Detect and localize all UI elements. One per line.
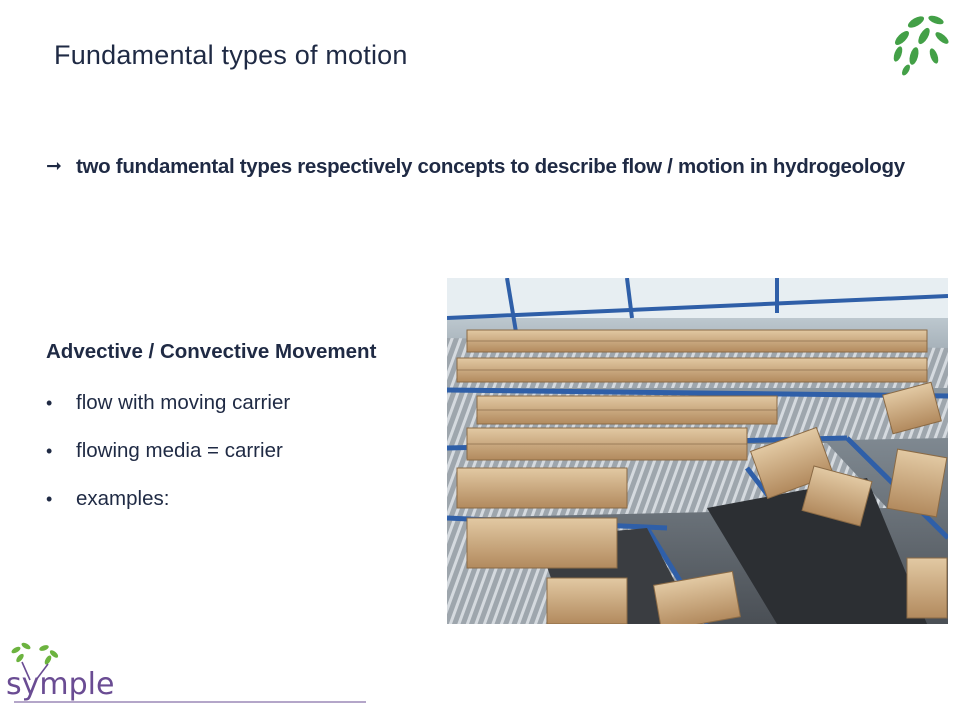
bullet-item: • flow with moving carrier	[46, 388, 290, 436]
symple-logo: symple	[6, 642, 366, 703]
bullet-text: examples:	[76, 487, 170, 510]
conveyor-photo	[447, 278, 948, 624]
tree-icon	[11, 642, 59, 665]
bullet-dot: •	[46, 441, 53, 461]
bullet-item: • examples:	[46, 484, 290, 532]
arrow-icon: ➞	[46, 156, 62, 177]
section-heading: Advective / Convective Movement	[46, 340, 377, 363]
bullet-list: • flow with moving carrier • flowing med…	[46, 388, 290, 532]
lead-text: two fundamental types respectively conce…	[76, 155, 905, 178]
slide-title: Fundamental types of motion	[54, 40, 408, 70]
bullet-text: flowing media = carrier	[76, 439, 283, 462]
bullet-text: flow with moving carrier	[76, 391, 291, 414]
svg-text:symple: symple	[6, 667, 114, 702]
bullet-item: • flowing media = carrier	[46, 436, 290, 484]
bullet-dot: •	[46, 393, 53, 413]
leaves-logo-icon	[893, 15, 949, 76]
lead-statement: ➞ two fundamental types respectively con…	[46, 142, 926, 191]
bullet-dot: •	[46, 489, 53, 509]
